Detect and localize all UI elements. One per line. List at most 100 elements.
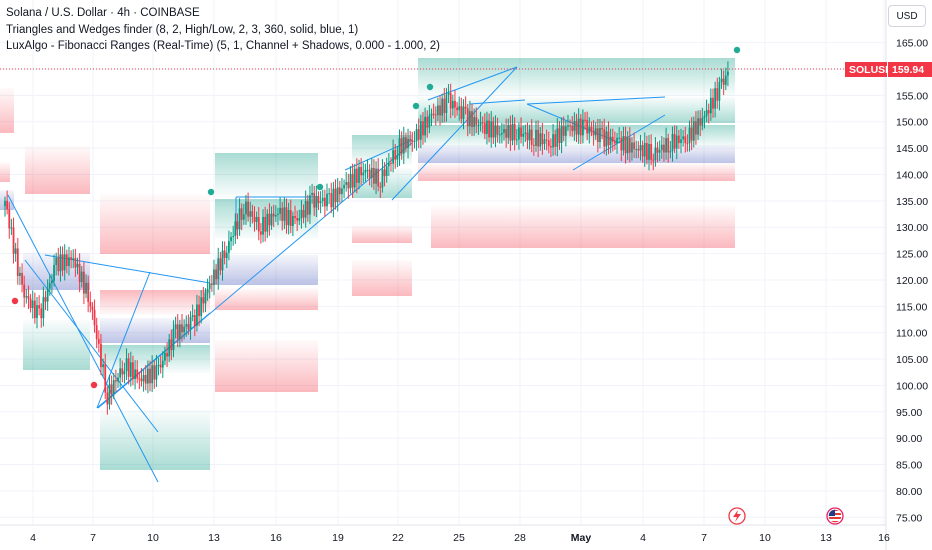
candle-body [552, 134, 554, 148]
candle-body [652, 159, 655, 161]
candle-body [381, 169, 384, 188]
candle-body [353, 168, 356, 188]
candle-body [221, 250, 224, 271]
price-tick: 85.00 [896, 460, 922, 472]
candle-body [223, 250, 226, 259]
legend-indicator-fibonacci[interactable]: LuxAlgo - Fibonacci Ranges (Real-Time) (… [6, 40, 440, 52]
candle-body [83, 271, 85, 294]
candle-body [422, 121, 424, 136]
candle-body [129, 362, 132, 377]
pattern-line [391, 66, 518, 201]
candle-body [462, 106, 465, 119]
fibonacci-range-zones [0, 58, 735, 470]
candle-body [680, 139, 682, 144]
candle-body [29, 298, 32, 308]
candle-body [631, 142, 633, 153]
candle-body [624, 136, 627, 154]
candle-body [200, 297, 203, 317]
price-tick: 165.00 [896, 38, 928, 50]
candle-body [123, 371, 126, 375]
candle-body [336, 187, 339, 203]
candle-body [400, 138, 403, 154]
candle-body [358, 166, 360, 183]
candle-body [669, 151, 672, 153]
candle-body [481, 122, 484, 124]
legend-indicator-triangles[interactable]: Triangles and Wedges finder (8, 2, High/… [6, 23, 359, 36]
candle-body [586, 120, 589, 134]
candle-body [108, 384, 111, 405]
candle-body [556, 128, 559, 147]
time-tick: 16 [270, 532, 282, 544]
candle-body [665, 138, 667, 153]
candle-body [660, 144, 663, 151]
fib-zone [418, 163, 735, 181]
fib-zone [215, 153, 318, 197]
candle-body [436, 105, 439, 116]
candle-body [217, 258, 220, 280]
candle-body [707, 110, 710, 114]
candle-body [402, 137, 405, 154]
candle-body [620, 137, 623, 151]
candle-body [14, 248, 17, 254]
candle-body [289, 210, 292, 226]
candle-body [76, 263, 79, 268]
candle-body [78, 263, 81, 282]
candle-body [535, 129, 537, 146]
pattern-line [427, 66, 518, 101]
candle-body [709, 97, 712, 114]
candle-body [178, 324, 181, 339]
candle-body [605, 131, 608, 147]
candle-body [349, 173, 352, 189]
us-flag-event-icon[interactable] [826, 507, 844, 525]
candle-body [392, 150, 395, 164]
candle-body [151, 365, 154, 384]
candle-body [390, 162, 392, 164]
candle-body [571, 125, 574, 131]
signal-markers [11, 46, 741, 389]
candle-body [637, 149, 640, 151]
candle-body [302, 210, 305, 218]
candle-body [622, 136, 625, 151]
candle-body [193, 315, 196, 326]
candle-body [522, 133, 525, 137]
candle-body [119, 368, 122, 378]
lightning-event-icon[interactable] [728, 507, 746, 525]
candle-body [25, 296, 28, 298]
candle-body [639, 145, 642, 151]
price-tick: 80.00 [896, 486, 922, 498]
candle-body [675, 135, 678, 149]
candle-body [515, 139, 518, 141]
candle-body [654, 147, 657, 160]
candle-body [475, 117, 478, 126]
candle-body [136, 369, 139, 379]
pattern-line [7, 194, 159, 483]
candle-body [345, 182, 348, 185]
candle-body [198, 304, 200, 317]
candle-body [458, 106, 461, 111]
candle-body [298, 218, 301, 221]
candle-body [613, 141, 616, 144]
candle-body [245, 201, 247, 215]
time-tick: 7 [701, 532, 707, 544]
candle-body [351, 173, 354, 188]
price-tick: 120.00 [896, 275, 928, 287]
candle-body [121, 368, 124, 375]
candle-body [682, 136, 685, 140]
price-tick: 130.00 [896, 222, 928, 234]
candle-body [375, 168, 377, 184]
candle-body [616, 137, 618, 144]
candle-body [547, 140, 550, 147]
candle-body [196, 304, 198, 326]
candle-body [328, 193, 331, 195]
candle-body [232, 235, 235, 237]
currency-button[interactable]: USD [888, 5, 926, 27]
candle-body [294, 216, 296, 219]
candle-body [383, 169, 386, 177]
fib-zone [25, 146, 90, 194]
candle-body [554, 134, 557, 147]
candle-body [530, 129, 533, 145]
candle-body [635, 149, 638, 151]
candle-body [477, 125, 480, 127]
candle-body [323, 197, 326, 207]
